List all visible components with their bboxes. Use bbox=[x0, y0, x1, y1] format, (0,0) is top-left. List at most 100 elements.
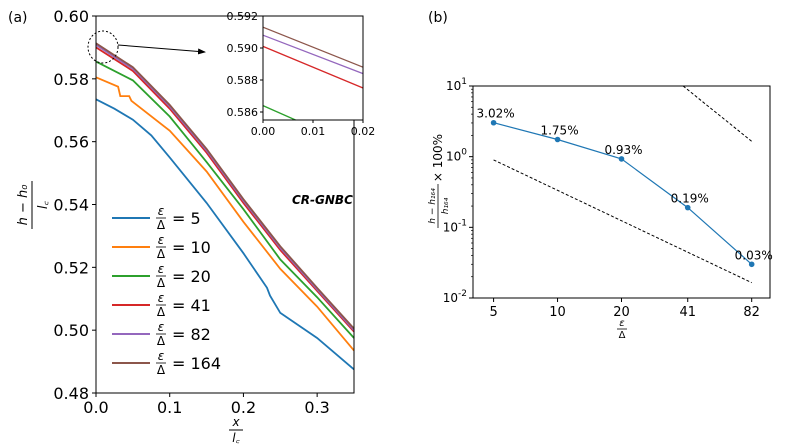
inset-y-tick-label: 0.586 bbox=[227, 106, 259, 119]
legend-value: = 20 bbox=[172, 267, 211, 286]
legend-delta-symbol: Δ bbox=[157, 276, 166, 290]
annotation-cr-gnbc: CR-GNBC bbox=[292, 193, 353, 207]
legend-entry-eps-5: εΔ = 5 bbox=[112, 204, 201, 232]
b-y-tick-label: 10-2 bbox=[443, 289, 467, 305]
inset-x-tick-label: 0.00 bbox=[251, 125, 276, 138]
svg-text:h − h₀: h − h₀ bbox=[16, 184, 31, 226]
inset-x-tick-label: 0.01 bbox=[301, 125, 326, 138]
error-point bbox=[748, 261, 755, 268]
legend-entry-eps-20: εΔ = 20 bbox=[112, 262, 211, 290]
legend-eps-symbol: ε bbox=[158, 349, 165, 363]
legend-eps-symbol: ε bbox=[158, 291, 165, 305]
reference-line-2 bbox=[682, 85, 753, 142]
legend-value: = 10 bbox=[172, 238, 211, 257]
data-label: 0.03% bbox=[735, 248, 773, 262]
panel-b-y-axis-label: h − h₁₆₄ h₁₆₄ × 100% bbox=[428, 134, 451, 228]
b-x-tick-label: 82 bbox=[743, 305, 760, 320]
error-point bbox=[490, 119, 497, 126]
inset-line-eps-82 bbox=[262, 34, 364, 75]
error-point bbox=[684, 204, 691, 211]
b-x-tick-label: 41 bbox=[679, 305, 696, 320]
b-y-tick-label: 101 bbox=[446, 77, 467, 93]
panel-b-x-ticks: 5 10 20 41 82 bbox=[489, 298, 760, 320]
reference-line-1 bbox=[493, 159, 752, 284]
legend-value: = 5 bbox=[172, 209, 201, 228]
panel-a-y-axis-label: h − h₀ l꜀ bbox=[16, 181, 51, 229]
panel-b-frame bbox=[472, 85, 771, 299]
x-tick-label: 0.3 bbox=[304, 398, 329, 417]
inset-y-tick-label: 0.592 bbox=[227, 10, 259, 23]
legend-delta-symbol: Δ bbox=[157, 247, 166, 261]
data-label: 0.19% bbox=[671, 192, 709, 206]
legend-entry-eps-10: εΔ = 10 bbox=[112, 233, 211, 261]
b-x-tick-label: 20 bbox=[613, 305, 630, 320]
y-tick-label: 0.48 bbox=[53, 384, 89, 403]
panel-a-x-ticks: 0.0 0.1 0.2 0.3 bbox=[83, 393, 330, 417]
b-y-tick-label: 100 bbox=[446, 148, 467, 164]
y-tick-label: 0.54 bbox=[53, 196, 89, 215]
data-label: 3.02% bbox=[477, 107, 515, 121]
series-line-eps-10 bbox=[95, 76, 355, 352]
panel-b-series: 3.02% 1.75% 0.93% 0.19% 0.03% bbox=[477, 107, 773, 268]
legend-eps-symbol: ε bbox=[158, 320, 165, 334]
panel-a-y-ticks: 0.48 0.50 0.52 0.54 0.56 0.58 0.60 bbox=[53, 7, 96, 403]
svg-text:ε: ε bbox=[619, 318, 625, 329]
legend-value: = 41 bbox=[172, 296, 211, 315]
legend-value: = 164 bbox=[172, 354, 221, 373]
panel-a-label: (a) bbox=[8, 10, 28, 26]
y-tick-label: 0.58 bbox=[53, 70, 89, 89]
legend-eps-symbol: ε bbox=[158, 262, 165, 276]
legend-eps-symbol: ε bbox=[158, 204, 165, 218]
x-tick-label: 0.0 bbox=[83, 398, 108, 417]
data-label: 0.93% bbox=[604, 143, 642, 157]
legend-delta-symbol: Δ bbox=[157, 334, 166, 348]
zoom-ellipse bbox=[87, 30, 119, 64]
y-tick-label: 0.50 bbox=[53, 321, 89, 340]
b-y-tick-label: 10-1 bbox=[443, 218, 467, 234]
error-point bbox=[618, 156, 625, 162]
series-line-eps-164 bbox=[95, 42, 355, 330]
x-tick-label: 0.1 bbox=[157, 398, 182, 417]
legend-delta-symbol: Δ bbox=[157, 305, 166, 319]
series-line-eps-5 bbox=[95, 98, 355, 371]
inset-y-tick-label: 0.588 bbox=[227, 74, 259, 87]
inset-y-ticks: 0.586 0.588 0.590 0.592 bbox=[227, 10, 263, 119]
svg-text:l꜀: l꜀ bbox=[232, 431, 240, 445]
svg-text:× 100%: × 100% bbox=[431, 134, 445, 182]
legend-entry-eps-82: εΔ = 82 bbox=[112, 320, 211, 348]
x-tick-label: 0.2 bbox=[231, 398, 256, 417]
inset-y-tick-label: 0.590 bbox=[227, 42, 259, 55]
panel-a-x-axis-label: x l꜀ bbox=[229, 415, 243, 445]
b-x-tick-label: 5 bbox=[489, 305, 497, 320]
inset-line-eps-164 bbox=[262, 26, 364, 68]
series-line-eps-41 bbox=[95, 46, 355, 333]
panel-a-series bbox=[95, 42, 355, 371]
panel-b-reference-lines bbox=[493, 85, 753, 284]
b-x-tick-label: 10 bbox=[549, 305, 566, 320]
svg-text:x: x bbox=[231, 415, 240, 429]
legend-delta-symbol: Δ bbox=[157, 363, 166, 377]
inset-series bbox=[262, 26, 364, 121]
y-tick-label: 0.60 bbox=[53, 7, 89, 26]
series-line-eps-20 bbox=[95, 60, 355, 339]
legend-entry-eps-41: εΔ = 41 bbox=[112, 291, 211, 319]
legend-entry-eps-164: εΔ = 164 bbox=[112, 349, 221, 377]
error-point bbox=[554, 136, 561, 143]
panel-b-label: (b) bbox=[428, 10, 448, 26]
y-tick-label: 0.52 bbox=[53, 258, 89, 277]
legend-delta-symbol: Δ bbox=[157, 218, 166, 232]
data-label: 1.75% bbox=[540, 123, 578, 137]
zoom-arrow bbox=[117, 44, 206, 55]
svg-text:h₁₆₄: h₁₆₄ bbox=[441, 197, 451, 214]
svg-text:l꜀: l꜀ bbox=[36, 200, 51, 209]
svg-text:h − h₁₆₄: h − h₁₆₄ bbox=[428, 188, 438, 224]
panel-b-y-ticks: 101 100 10-1 10-2 bbox=[443, 77, 473, 305]
svg-text:Δ: Δ bbox=[619, 330, 626, 341]
legend-value: = 82 bbox=[172, 325, 211, 344]
inset-line-eps-41 bbox=[262, 45, 364, 89]
y-tick-label: 0.56 bbox=[53, 133, 89, 152]
panel-b-x-axis-label: ε Δ bbox=[617, 318, 627, 341]
inset-x-ticks: 0.00 0.01 0.02 bbox=[251, 120, 375, 138]
